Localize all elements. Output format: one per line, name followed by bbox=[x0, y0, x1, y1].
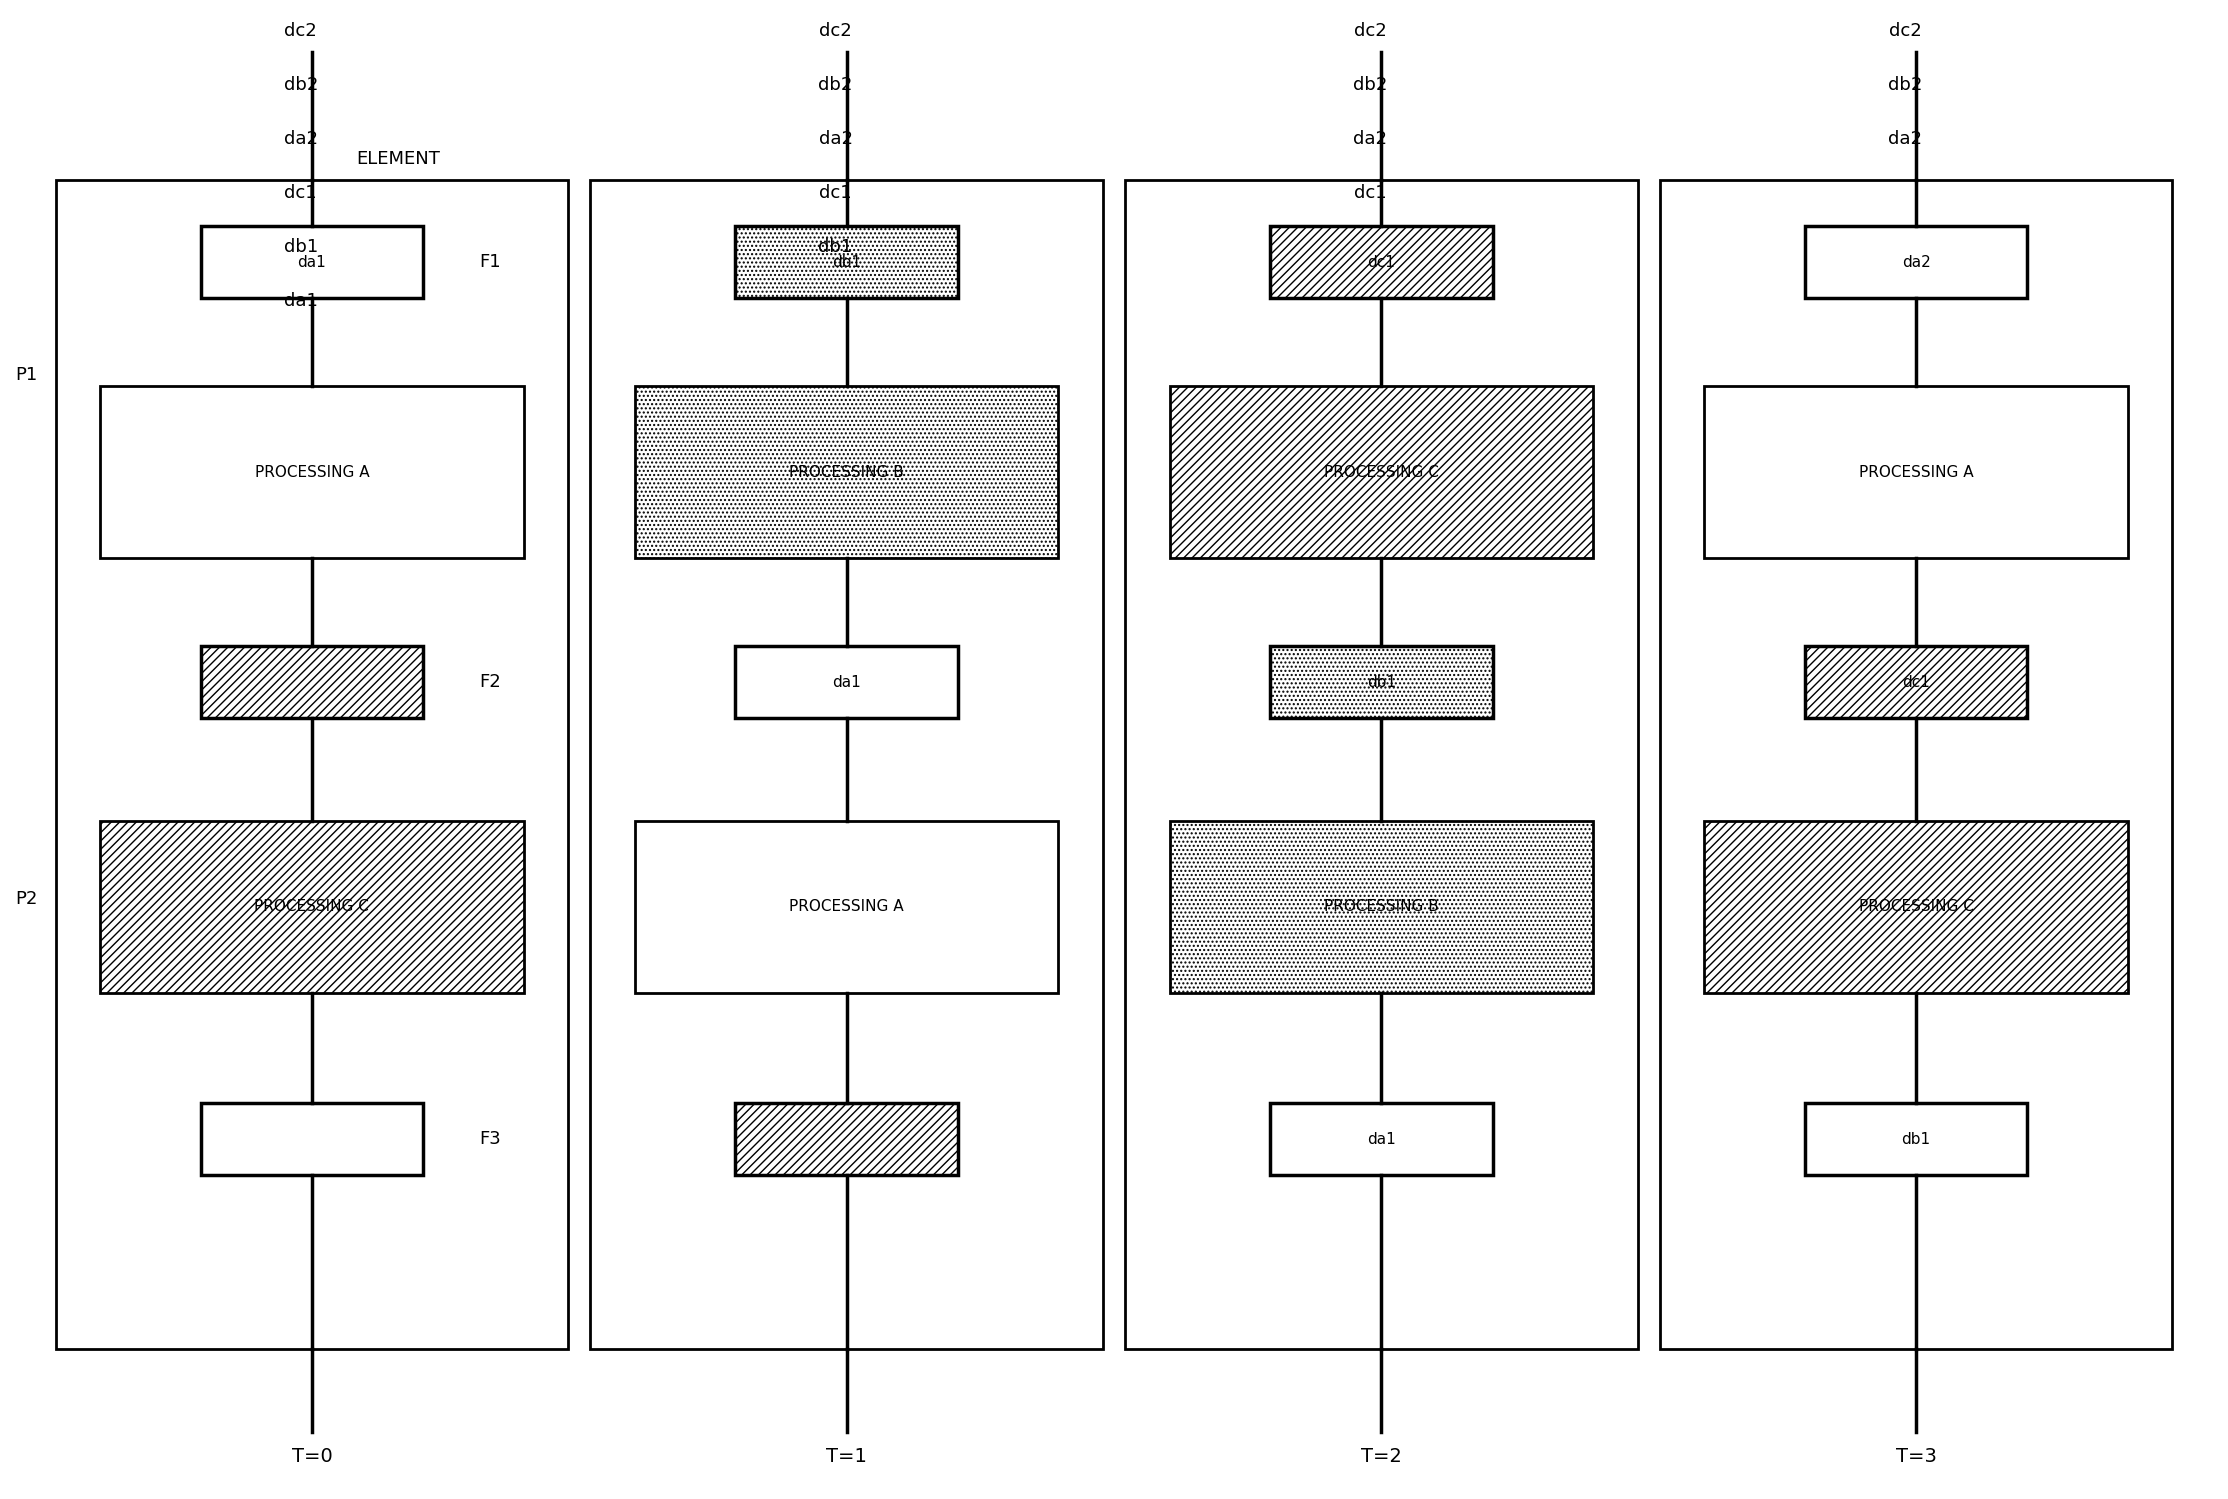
Text: da1: da1 bbox=[299, 255, 325, 270]
Text: PROCESSING B: PROCESSING B bbox=[789, 465, 905, 480]
Bar bbox=[1270, 226, 1493, 298]
Bar bbox=[635, 385, 1058, 559]
Text: da2: da2 bbox=[283, 130, 319, 148]
Text: da2: da2 bbox=[1352, 130, 1388, 148]
Bar bbox=[1270, 1103, 1493, 1175]
Text: F2: F2 bbox=[479, 673, 501, 691]
Text: da2: da2 bbox=[1887, 130, 1923, 148]
Text: dc1: dc1 bbox=[285, 184, 316, 202]
Bar bbox=[735, 1103, 958, 1175]
Text: F3: F3 bbox=[479, 1130, 501, 1148]
Bar bbox=[1125, 180, 1638, 1349]
Text: dc2: dc2 bbox=[285, 22, 316, 40]
Text: T=0: T=0 bbox=[292, 1447, 332, 1466]
Text: dc1: dc1 bbox=[1903, 675, 1929, 690]
Bar bbox=[1805, 1103, 2027, 1175]
Text: db2: db2 bbox=[818, 76, 853, 94]
Bar bbox=[1704, 385, 2128, 559]
Bar bbox=[100, 821, 524, 994]
Text: P2: P2 bbox=[16, 890, 38, 908]
Bar bbox=[1270, 646, 1493, 718]
Text: db1: db1 bbox=[1900, 1132, 1932, 1147]
Text: db2: db2 bbox=[1887, 76, 1923, 94]
Bar bbox=[735, 646, 958, 718]
Text: ELEMENT: ELEMENT bbox=[356, 150, 441, 168]
Text: dc1: dc1 bbox=[820, 184, 851, 202]
Text: dc1: dc1 bbox=[1368, 255, 1395, 270]
Bar bbox=[201, 1103, 423, 1175]
Bar bbox=[1660, 180, 2172, 1349]
Bar bbox=[635, 821, 1058, 994]
Text: da1: da1 bbox=[833, 675, 860, 690]
Text: dc1: dc1 bbox=[1355, 184, 1386, 202]
Text: T=1: T=1 bbox=[827, 1447, 867, 1466]
Text: db1: db1 bbox=[283, 238, 319, 256]
Text: db2: db2 bbox=[283, 76, 319, 94]
Text: da2: da2 bbox=[1903, 255, 1929, 270]
Bar bbox=[1805, 226, 2027, 298]
Text: PROCESSING A: PROCESSING A bbox=[1858, 465, 1974, 480]
Text: T=2: T=2 bbox=[1361, 1447, 1401, 1466]
Text: da1: da1 bbox=[1368, 1132, 1395, 1147]
Text: PROCESSING B: PROCESSING B bbox=[1323, 899, 1439, 914]
Bar bbox=[590, 180, 1103, 1349]
Bar bbox=[100, 385, 524, 559]
Bar bbox=[1170, 821, 1593, 994]
Bar bbox=[735, 226, 958, 298]
Bar bbox=[1170, 385, 1593, 559]
Text: dc2: dc2 bbox=[1889, 22, 1921, 40]
Text: F1: F1 bbox=[479, 253, 501, 271]
Bar bbox=[56, 180, 568, 1349]
Text: P1: P1 bbox=[16, 366, 38, 384]
Text: PROCESSING C: PROCESSING C bbox=[1323, 465, 1439, 480]
Text: db2: db2 bbox=[1352, 76, 1388, 94]
Bar bbox=[201, 646, 423, 718]
Text: dc2: dc2 bbox=[820, 22, 851, 40]
Text: db1: db1 bbox=[831, 255, 862, 270]
Text: dc2: dc2 bbox=[1355, 22, 1386, 40]
Text: da2: da2 bbox=[818, 130, 853, 148]
Text: PROCESSING A: PROCESSING A bbox=[254, 465, 370, 480]
Bar bbox=[201, 226, 423, 298]
Bar bbox=[1805, 646, 2027, 718]
Text: db1: db1 bbox=[818, 238, 853, 256]
Text: PROCESSING C: PROCESSING C bbox=[1858, 899, 1974, 914]
Text: da1: da1 bbox=[283, 292, 319, 310]
Text: T=3: T=3 bbox=[1896, 1447, 1936, 1466]
Text: PROCESSING C: PROCESSING C bbox=[254, 899, 370, 914]
Bar bbox=[1704, 821, 2128, 994]
Text: db1: db1 bbox=[1366, 675, 1397, 690]
Text: PROCESSING A: PROCESSING A bbox=[789, 899, 905, 914]
